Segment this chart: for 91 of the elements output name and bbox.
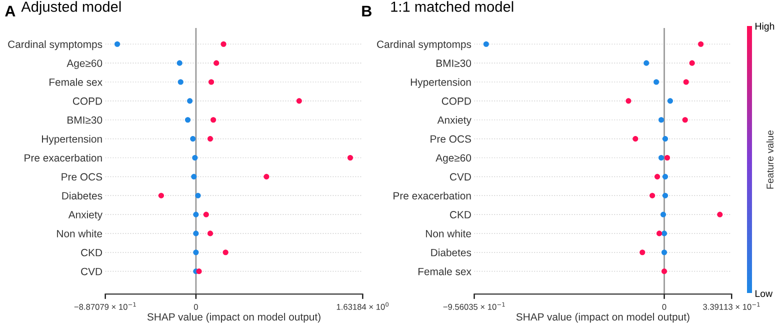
y-tick-label: CVD [81, 268, 102, 276]
x-tick-label: 0 [662, 304, 666, 310]
color-bar-title: Feature value [766, 130, 774, 189]
y-tick-label: Age≥60 [66, 60, 102, 69]
point [662, 174, 668, 180]
point [660, 212, 666, 218]
y-tick-label: Pre exacerbation [394, 192, 471, 200]
point [176, 60, 182, 66]
y-tick-label: CKD [81, 248, 102, 256]
point [661, 230, 668, 236]
y-tick-label: Age≥60 [436, 154, 472, 164]
point [191, 174, 197, 180]
y-tick-label: COPD [442, 97, 471, 105]
point [203, 212, 209, 218]
y-tick-label: Non white [426, 230, 471, 238]
point [717, 212, 723, 218]
point [220, 41, 226, 47]
chart-title: 1:1 matched model [391, 1, 514, 12]
point [207, 230, 214, 236]
point [196, 268, 202, 274]
x-axis-title: SHAP value (impact on model output) [147, 312, 320, 323]
y-tick-label: BMI≥30 [436, 60, 472, 67]
chart-title: Adjusted model [21, 1, 121, 15]
point [656, 230, 662, 236]
point [187, 98, 193, 104]
point [644, 60, 650, 66]
point [296, 98, 302, 104]
y-tick-label: Diabetes [62, 192, 102, 200]
y-tick-label: Non white [57, 230, 102, 238]
point [661, 268, 668, 274]
point [264, 174, 270, 180]
point [178, 79, 184, 85]
point [210, 117, 216, 123]
y-tick-label: BMI≥30 [68, 116, 102, 124]
x-tick-label: 0 [194, 304, 198, 310]
point [664, 154, 670, 161]
y-tick-label: Female sex [418, 268, 472, 276]
y-tick-label: Anxiety [437, 116, 472, 126]
x-tick-label: −9.56035 × 10$^{−1}$ [443, 302, 505, 310]
point [640, 250, 646, 256]
point [626, 98, 632, 104]
point [195, 192, 201, 198]
y-tick-label: Cardinal symptomps [377, 40, 472, 50]
y-tick-label: Hypertension [410, 78, 471, 88]
y-tick-label: Cardinal symptomps [8, 40, 102, 50]
point [347, 154, 354, 161]
point [632, 136, 638, 142]
y-tick-label: Female sex [50, 78, 102, 86]
point [658, 154, 664, 161]
point [483, 41, 489, 47]
y-tick-label: Pre exacerbation [24, 154, 102, 162]
point [214, 60, 220, 66]
color-bar-label: High [755, 22, 774, 32]
y-tick-label: COPD [72, 97, 102, 105]
point [654, 174, 660, 180]
point [662, 192, 668, 198]
point [667, 98, 673, 104]
y-tick-label: Pre OCS [62, 173, 102, 181]
point [689, 60, 695, 66]
point [193, 212, 199, 218]
point [698, 41, 704, 47]
y-tick-label: CKD [450, 211, 471, 218]
y-tick-label: CVD [450, 173, 471, 181]
y-tick-label: Hypertension [42, 135, 102, 145]
y-tick-label: Pre OCS [430, 135, 471, 143]
y-tick-label: Diabetes [431, 248, 472, 256]
color-bar-label: Low [755, 290, 773, 298]
point [192, 154, 198, 161]
point [193, 230, 199, 236]
point [222, 250, 228, 256]
y-tick-label: Anxiety [68, 210, 103, 220]
point [158, 192, 164, 198]
point [184, 117, 191, 123]
point [114, 41, 120, 47]
text: B [362, 6, 372, 16]
x-tick-label: 1.63184 × 10$^{0}$ [336, 302, 389, 310]
point [662, 136, 668, 142]
point [190, 136, 196, 142]
point [650, 192, 656, 198]
x-axis-title: SHAP value (impact on model output) [516, 312, 690, 323]
point [654, 79, 660, 85]
x-tick-label: 3.39113 × 10$^{−1}$ [703, 302, 760, 310]
point [658, 117, 664, 123]
point [207, 136, 214, 142]
text: A [5, 6, 16, 16]
point [208, 79, 214, 85]
point [661, 250, 668, 256]
point [683, 79, 689, 85]
point [682, 117, 688, 123]
x-tick-label: −8.87079 × 10$^{−1}$ [74, 302, 136, 310]
point [193, 250, 199, 256]
